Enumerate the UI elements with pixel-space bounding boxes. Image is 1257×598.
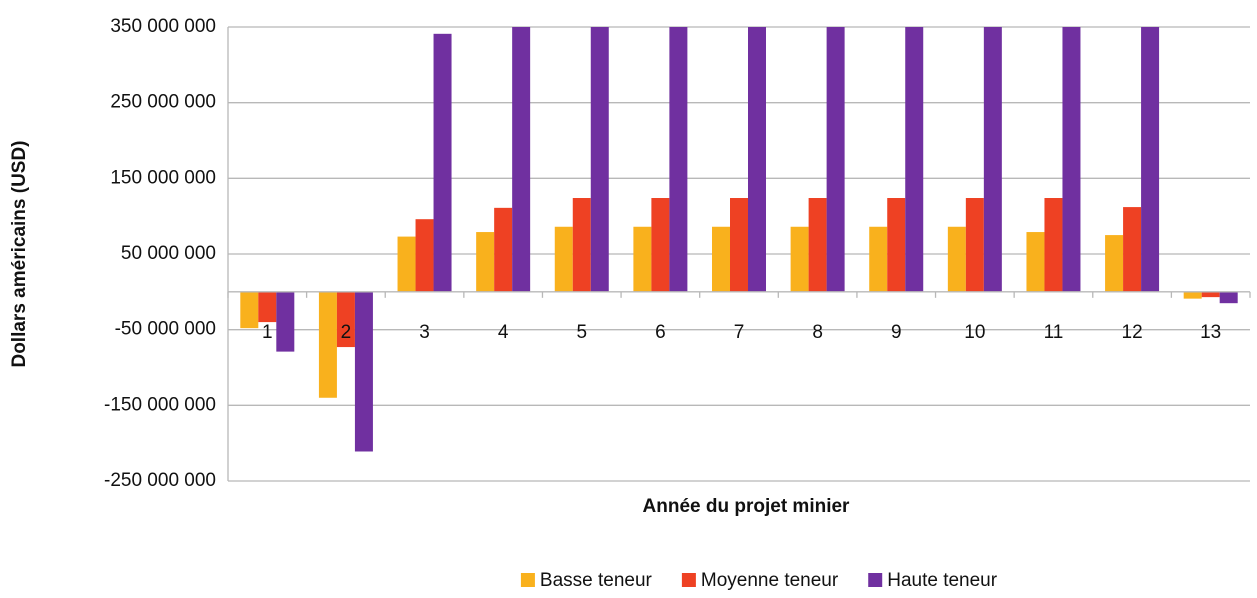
- bar: [633, 226, 652, 292]
- x-tick-label: 3: [419, 322, 430, 343]
- legend-label: Haute teneur: [887, 570, 998, 591]
- bar: [1183, 291, 1202, 299]
- x-tick-label: 2: [341, 322, 352, 343]
- bar: [554, 226, 573, 292]
- bar: [1141, 27, 1160, 292]
- x-axis-title: Année du projet minier: [643, 496, 851, 517]
- bar: [1123, 207, 1142, 292]
- bar: [1044, 198, 1063, 292]
- x-tick-label: 9: [891, 322, 902, 343]
- bar: [318, 291, 337, 398]
- bar: [1062, 27, 1081, 292]
- bar: [748, 27, 766, 292]
- bar: [983, 27, 1002, 292]
- bar: [1026, 232, 1045, 292]
- bar: [712, 226, 730, 292]
- bars: [240, 27, 1238, 452]
- y-tick-label: 50 000 000: [121, 243, 216, 264]
- x-tick-label: 6: [655, 322, 666, 343]
- bar: [572, 198, 591, 292]
- x-tick-label: 4: [498, 322, 509, 343]
- bar: [1201, 291, 1220, 298]
- bar: [947, 226, 966, 292]
- bar: [826, 27, 845, 292]
- bar: [494, 207, 513, 292]
- bar: [276, 291, 295, 352]
- y-tick-label: 350 000 000: [110, 16, 216, 37]
- y-tick-label: -150 000 000: [104, 394, 216, 415]
- bar: [336, 291, 355, 348]
- legend-label: Basse teneur: [540, 570, 653, 591]
- bar: [1219, 291, 1238, 304]
- legend: Basse teneur Moyenne teneur Haute teneur: [520, 570, 998, 591]
- legend-item: Haute teneur: [868, 570, 998, 591]
- bar: [965, 198, 984, 292]
- y-tick-label: 250 000 000: [110, 92, 216, 113]
- x-tick-label: 13: [1200, 322, 1221, 343]
- y-tick-label: -250 000 000: [104, 470, 216, 491]
- bar: [1105, 235, 1124, 292]
- x-tick-label: 8: [812, 322, 823, 343]
- bar: [887, 198, 906, 292]
- bar: [354, 291, 373, 452]
- axis: 1 2 3 4 5 6 7 8 9 10 11 12 13: [227, 291, 1251, 343]
- x-tick-label: 12: [1122, 322, 1143, 343]
- y-tick-label: 150 000 000: [110, 167, 216, 188]
- bar: [790, 226, 809, 292]
- bar: [651, 198, 670, 292]
- legend-item: Basse teneur: [520, 570, 653, 591]
- legend-swatch: [520, 573, 535, 587]
- bar: [258, 291, 277, 323]
- legend-swatch: [868, 573, 883, 587]
- x-tick-label: 7: [734, 322, 745, 343]
- x-tick-label: 5: [576, 322, 587, 343]
- bar: [905, 27, 924, 292]
- legend-label: Moyenne teneur: [701, 570, 839, 591]
- bar: [869, 226, 888, 292]
- bar: [433, 33, 452, 292]
- y-tick-label: -50 000 000: [115, 319, 216, 340]
- bar: [512, 27, 531, 292]
- x-tick-label: 10: [964, 322, 985, 343]
- legend-item: Moyenne teneur: [681, 570, 839, 591]
- x-tick-label: 1: [262, 322, 273, 343]
- bar: [808, 198, 827, 292]
- legend-swatch: [681, 573, 696, 587]
- bar: [730, 198, 748, 292]
- bar: [397, 236, 416, 292]
- bar: [415, 219, 434, 292]
- bar: [590, 27, 609, 292]
- bar: [240, 291, 259, 329]
- x-tick-label: 11: [1044, 322, 1064, 343]
- y-axis-title: Dollars américains (USD): [9, 140, 30, 367]
- bar: [669, 27, 688, 292]
- bar: [476, 232, 495, 292]
